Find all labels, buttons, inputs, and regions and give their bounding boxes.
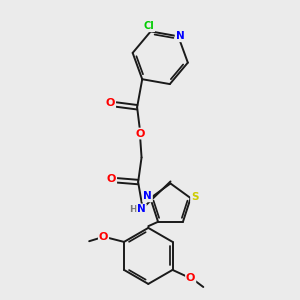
Text: N: N xyxy=(176,31,184,41)
Text: Cl: Cl xyxy=(144,21,154,31)
Text: N: N xyxy=(143,191,152,201)
Text: O: O xyxy=(136,128,145,139)
Text: O: O xyxy=(186,274,195,284)
Text: O: O xyxy=(106,98,115,109)
Text: S: S xyxy=(191,192,199,202)
Text: O: O xyxy=(107,174,116,184)
Text: O: O xyxy=(99,232,108,242)
Text: N: N xyxy=(137,204,146,214)
Text: H: H xyxy=(129,205,136,214)
